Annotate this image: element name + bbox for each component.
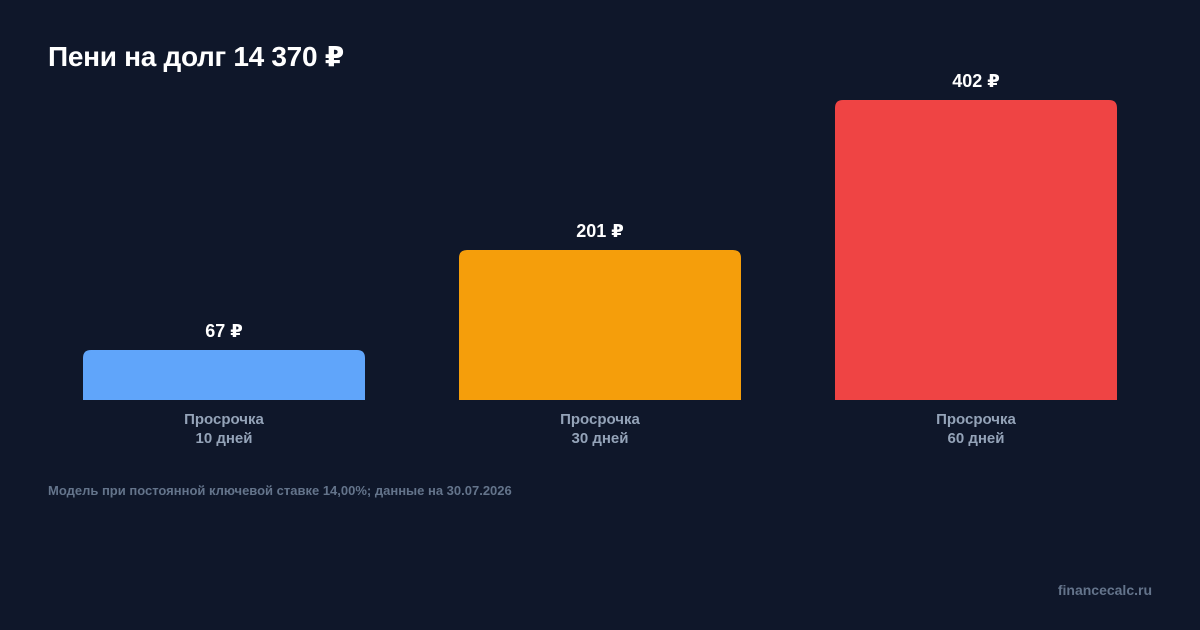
category-label: Просрочка xyxy=(936,411,1016,428)
category-label: 10 дней xyxy=(196,430,253,447)
bar-value-label: 402 ₽ xyxy=(952,71,1000,91)
footnote: Модель при постоянной ключевой ставке 14… xyxy=(48,483,512,498)
bar-3 xyxy=(835,100,1117,400)
category-label: 60 дней xyxy=(948,430,1005,447)
bar-value-label: 201 ₽ xyxy=(576,221,624,241)
source-label: financecalc.ru xyxy=(1057,582,1152,598)
category-label: Просрочка xyxy=(184,411,264,428)
bar-value-label: 67 ₽ xyxy=(205,321,243,341)
bar-1 xyxy=(83,350,365,400)
category-label: Просрочка xyxy=(560,411,640,428)
chart-title: Пени на долг 14 370 ₽ xyxy=(48,41,344,72)
category-label: 30 дней xyxy=(572,430,629,447)
bar-2 xyxy=(459,250,741,400)
